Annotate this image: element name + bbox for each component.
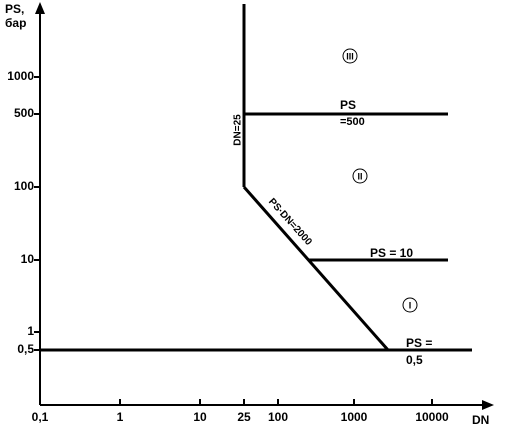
x-arrow bbox=[482, 400, 494, 410]
region-circle bbox=[352, 168, 368, 184]
y-label: PS, bbox=[5, 2, 24, 16]
ps05-label: PS = bbox=[406, 336, 432, 350]
ps500-label: PS bbox=[340, 98, 356, 112]
x-tick-label: 10 bbox=[193, 410, 207, 424]
dn25-label: DN=25 bbox=[233, 114, 244, 146]
x-label: DN bbox=[472, 413, 489, 427]
x-tick-label: 10000 bbox=[415, 410, 449, 424]
x-tick-label: 100 bbox=[268, 410, 288, 424]
y-tick-label: 500 bbox=[14, 106, 34, 120]
y-tick-label: 100 bbox=[14, 179, 34, 193]
region-label: III bbox=[346, 51, 354, 61]
region-circle bbox=[402, 297, 418, 313]
region-label: II bbox=[357, 171, 362, 181]
ps10-label: PS = 10 bbox=[370, 246, 413, 260]
y-tick-label: 10 bbox=[21, 252, 35, 266]
x-tick-label: 1 bbox=[117, 410, 124, 424]
y-tick-label: 1000 bbox=[7, 69, 34, 83]
y-arrow bbox=[35, 2, 45, 14]
y-tick-label: 0,5 bbox=[17, 342, 34, 356]
x-tick-label: 25 bbox=[237, 410, 251, 424]
x-tick-label: 1000 bbox=[341, 410, 368, 424]
ps500-label: =500 bbox=[340, 116, 365, 128]
region-label: I bbox=[409, 300, 412, 310]
region-circle bbox=[342, 48, 358, 64]
y-label: бар bbox=[5, 16, 26, 30]
ps05-label: 0,5 bbox=[406, 353, 423, 367]
psdn-line bbox=[242, 186, 390, 351]
y-tick-label: 1 bbox=[27, 324, 34, 338]
x-tick-label: 0,1 bbox=[32, 410, 49, 424]
